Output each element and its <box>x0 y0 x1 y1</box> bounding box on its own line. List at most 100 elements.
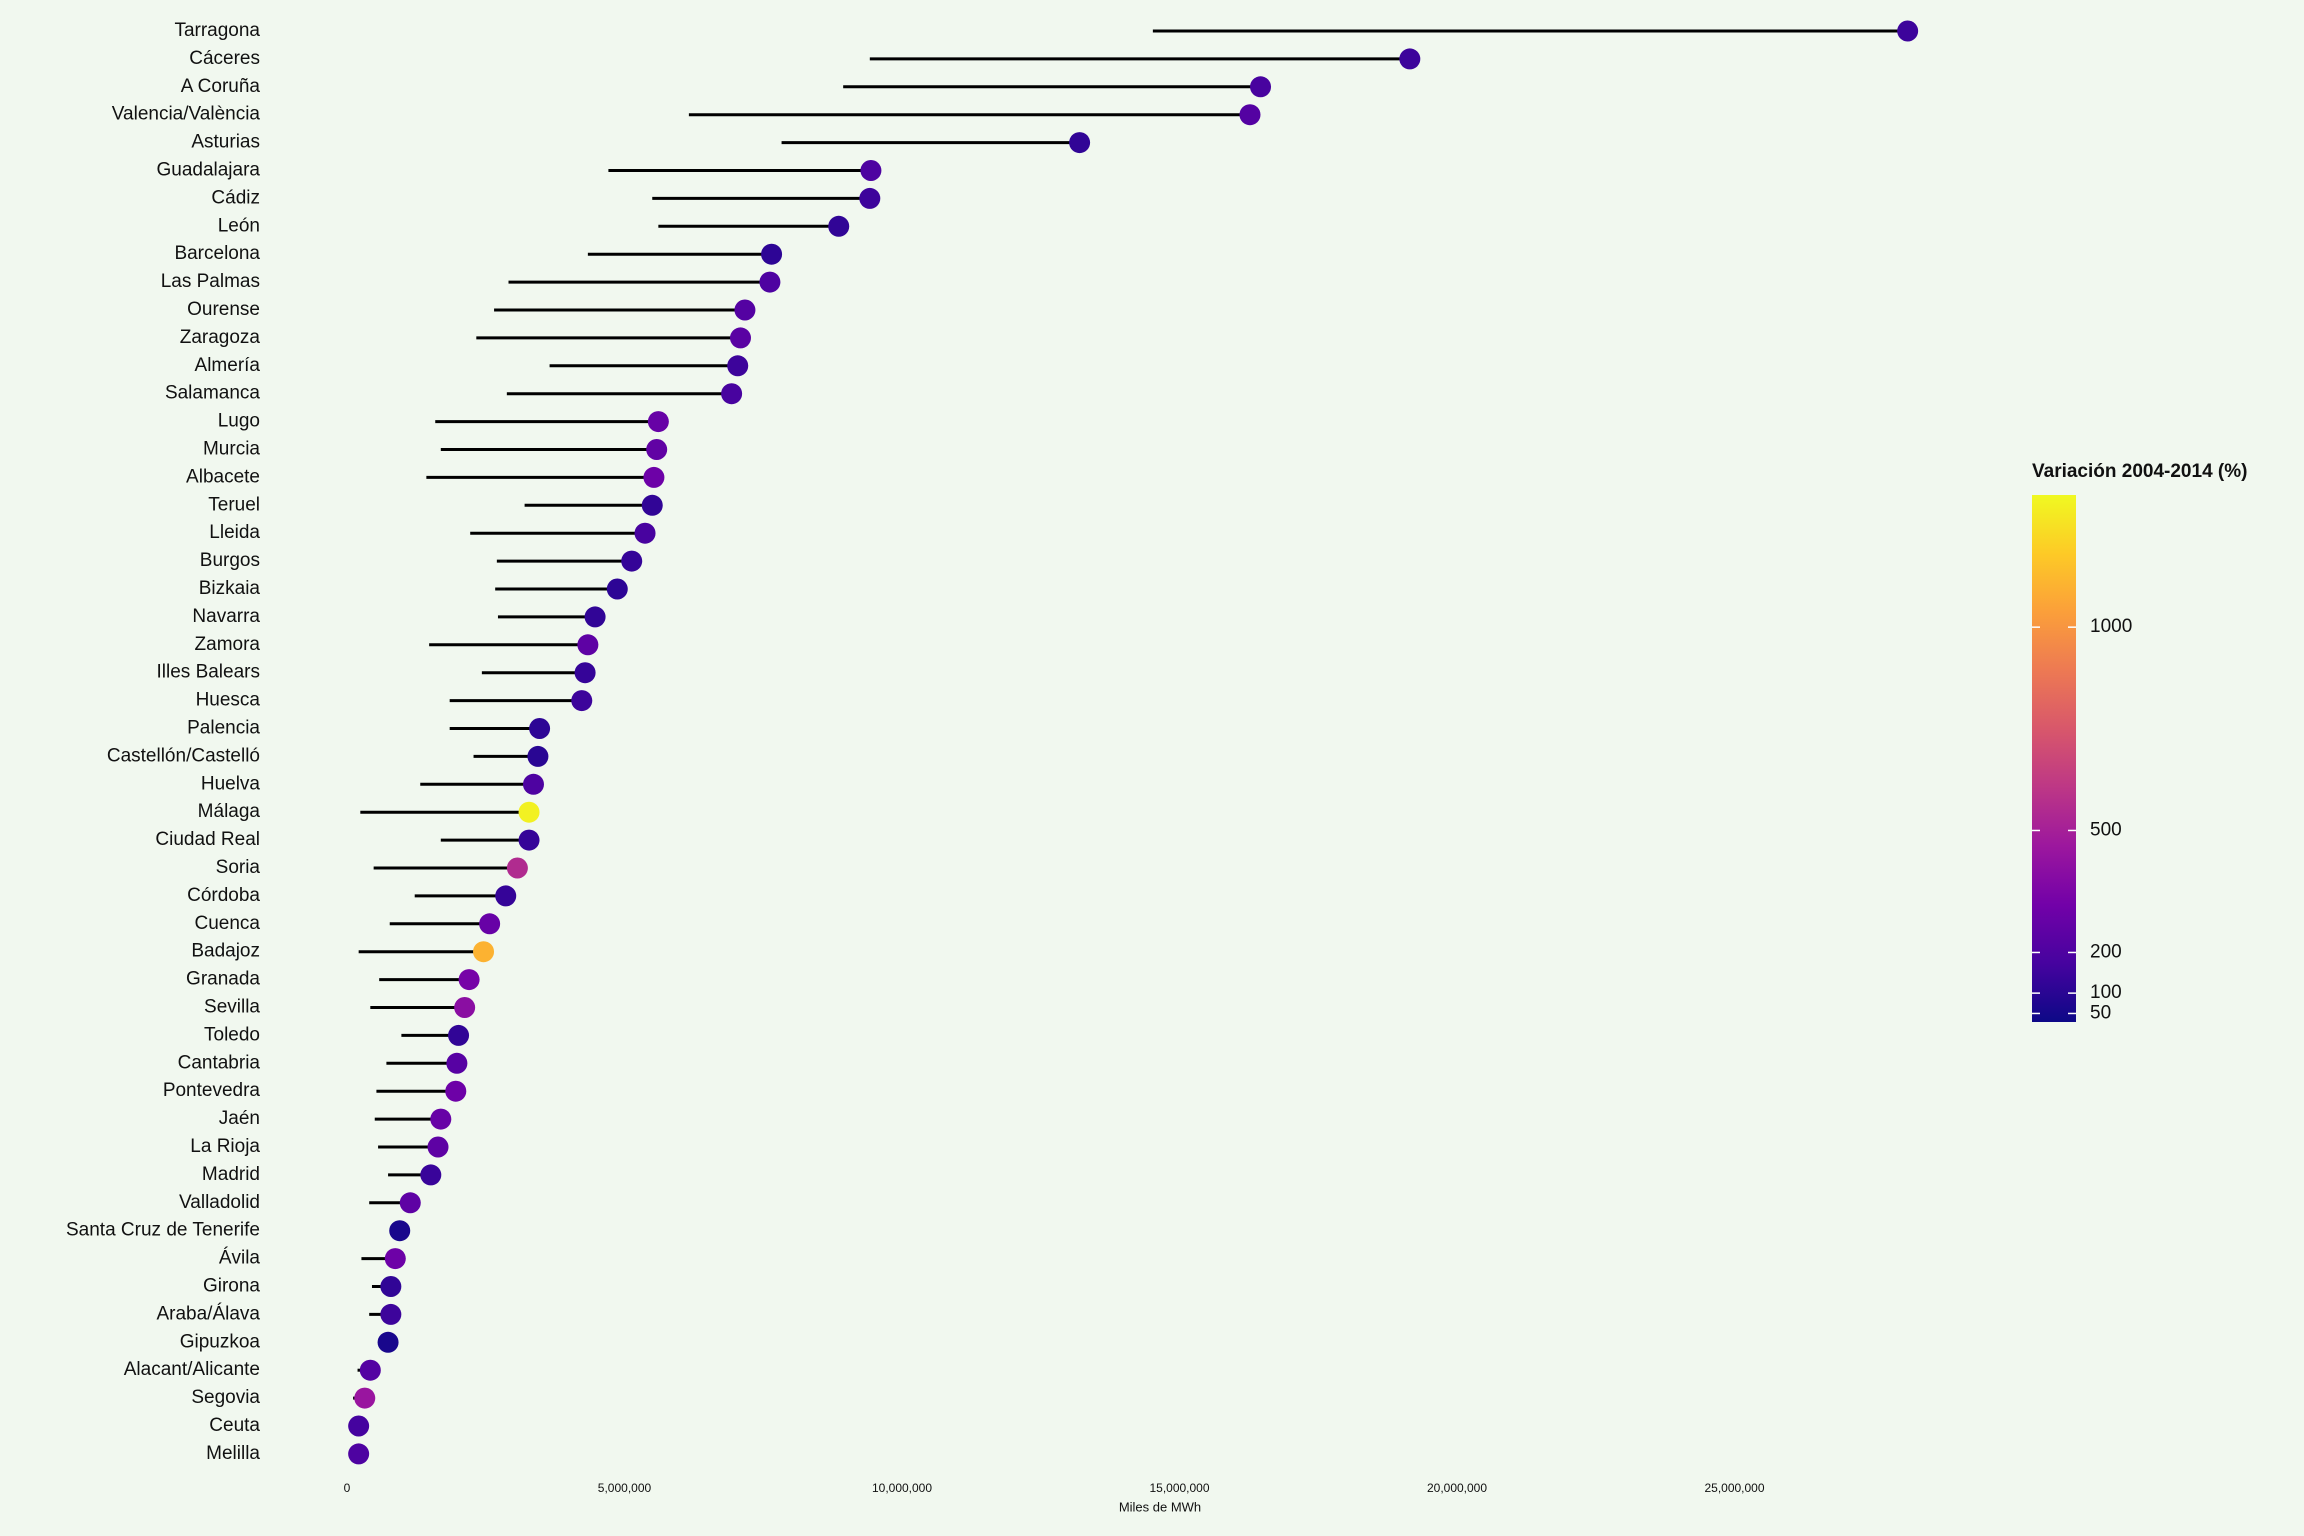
y-tick-label: Asturias <box>191 132 260 153</box>
end-point <box>527 745 549 767</box>
end-point <box>446 1052 468 1074</box>
end-point <box>430 1108 452 1130</box>
y-tick-label: Badajoz <box>191 941 260 962</box>
y-tick-label: Jaén <box>219 1108 260 1129</box>
y-tick-label: Murcia <box>203 439 260 460</box>
y-tick-label: Segovia <box>191 1387 260 1408</box>
y-tick-label: La Rioja <box>190 1136 260 1157</box>
y-tick-label: Huesca <box>196 690 261 711</box>
y-tick-label: Melilla <box>206 1443 260 1464</box>
y-tick-label: Girona <box>203 1276 260 1297</box>
y-tick-label: A Coruña <box>181 76 261 97</box>
end-point <box>859 187 881 209</box>
x-tick-label: 10,000,000 <box>872 1481 932 1495</box>
end-point <box>479 913 501 935</box>
y-tick-label: Cuenca <box>195 913 261 934</box>
end-point <box>574 662 596 684</box>
end-point <box>577 634 599 656</box>
end-point <box>647 411 669 433</box>
y-tick-label: Bizkaia <box>199 578 261 599</box>
x-tick-label: 20,000,000 <box>1427 1481 1487 1495</box>
end-point <box>380 1276 402 1297</box>
y-tick-label: Cádiz <box>211 187 260 208</box>
y-tick-label: Toledo <box>204 1024 260 1045</box>
end-point <box>721 383 743 405</box>
y-tick-label: Zamora <box>195 634 261 655</box>
y-tick-label: Ciudad Real <box>155 829 260 850</box>
end-point <box>734 299 756 321</box>
y-tick-label: Barcelona <box>174 243 260 264</box>
end-point <box>828 215 850 237</box>
x-tick-label: 5,000,000 <box>598 1481 652 1495</box>
end-point <box>445 1080 467 1102</box>
end-point <box>448 1024 470 1046</box>
end-point <box>1399 48 1421 70</box>
end-point <box>377 1331 399 1353</box>
y-tick-label: Valencia/València <box>112 104 261 125</box>
end-point <box>458 969 480 991</box>
x-tick-label: 0 <box>344 1481 351 1495</box>
end-point <box>359 1359 381 1381</box>
y-tick-label: Sevilla <box>204 997 260 1018</box>
end-point <box>529 718 551 739</box>
y-tick-label: Málaga <box>198 801 261 822</box>
end-point <box>1897 20 1919 42</box>
y-tick-label: Albacete <box>186 466 260 487</box>
colorbar-tick-label: 1000 <box>2090 616 2132 637</box>
end-point <box>729 327 751 349</box>
y-tick-label: Araba/Álava <box>156 1303 260 1324</box>
end-point <box>1239 104 1261 126</box>
x-tick-label: 25,000,000 <box>1704 1481 1764 1495</box>
end-point <box>389 1220 411 1242</box>
colorbar-tick-label: 100 <box>2090 982 2122 1003</box>
end-point <box>399 1192 421 1214</box>
end-point <box>518 829 540 851</box>
y-tick-label: Santa Cruz de Tenerife <box>66 1220 260 1241</box>
y-tick-label: Cáceres <box>189 48 260 69</box>
y-tick-label: Palencia <box>187 718 260 739</box>
end-point <box>380 1303 402 1325</box>
y-tick-label: Huelva <box>201 773 261 794</box>
end-point <box>354 1387 376 1409</box>
end-point <box>348 1443 370 1465</box>
y-tick-label: Salamanca <box>165 383 260 404</box>
end-point <box>1069 132 1091 154</box>
end-point <box>634 522 656 544</box>
end-point <box>506 857 528 879</box>
x-axis-label: Miles de MWh <box>1119 1499 1201 1514</box>
end-point <box>606 578 628 600</box>
y-tick-label: Las Palmas <box>161 271 260 292</box>
y-tick-label: Lleida <box>209 522 260 543</box>
y-tick-label: Alacant/Alicante <box>124 1359 260 1380</box>
end-point <box>518 801 540 823</box>
end-point <box>420 1164 442 1186</box>
end-point <box>643 466 665 488</box>
colorbar-tick-label: 50 <box>2090 1002 2111 1023</box>
y-tick-label: Guadalajara <box>156 160 260 181</box>
y-tick-label: Cantabria <box>178 1052 261 1073</box>
y-tick-label: Soria <box>216 857 261 878</box>
end-point <box>454 997 476 1018</box>
end-point <box>1250 76 1272 98</box>
y-tick-label: Córdoba <box>187 885 260 906</box>
y-tick-label: Gipuzkoa <box>180 1331 261 1352</box>
end-point <box>384 1248 406 1270</box>
x-tick-label: 15,000,000 <box>1149 1481 1209 1495</box>
y-tick-label: Valladolid <box>179 1192 260 1213</box>
colorbar-tick-label: 200 <box>2090 941 2122 962</box>
y-tick-label: Granada <box>186 969 260 990</box>
end-point <box>495 885 517 907</box>
y-tick-label: Pontevedra <box>163 1080 261 1101</box>
y-tick-label: León <box>218 215 260 236</box>
colorbar-tick-label: 500 <box>2090 819 2122 840</box>
colorbar-title: Variación 2004-2014 (%) <box>2032 461 2247 482</box>
colorbar <box>2032 495 2076 1022</box>
y-tick-label: Madrid <box>202 1164 260 1185</box>
end-point <box>860 160 882 181</box>
y-tick-label: Ceuta <box>209 1415 260 1436</box>
y-tick-label: Ourense <box>187 299 260 320</box>
y-tick-label: Illes Balears <box>157 662 261 683</box>
y-tick-label: Tarragona <box>174 20 260 41</box>
